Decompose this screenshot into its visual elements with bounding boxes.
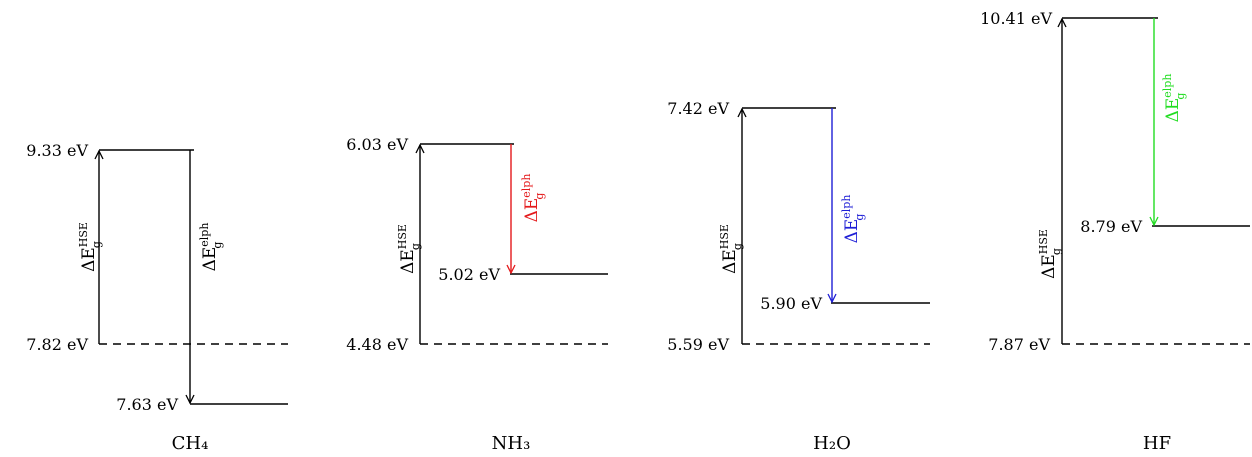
svg-text:ΔEHSEg: ΔEHSEg xyxy=(718,224,744,274)
hf-elph-symbol: ΔEelphg xyxy=(1161,74,1187,123)
panel-hf: 10.41 eV 7.87 eV 8.79 eV ΔEHSEg ΔEelphg … xyxy=(980,9,1250,454)
h2o-elph-sup: elph xyxy=(840,195,853,219)
h2o-molecule-label: H₂O xyxy=(813,433,851,454)
ch4-top-label: 9.33 eV xyxy=(26,141,88,160)
panel-ch4: 9.33 eV 7.82 eV 7.63 eV ΔEHSEg ΔEelphg C… xyxy=(26,141,288,454)
ch4-elph-label: 7.63 eV xyxy=(116,395,178,414)
panel-nh3: 6.03 eV 4.48 eV 5.02 eV ΔEHSEg ΔEelphg N… xyxy=(346,135,608,454)
nh3-hse-sup: HSE xyxy=(396,224,409,249)
ch4-hse-sup: HSE xyxy=(77,222,90,247)
svg-text:ΔEelphg: ΔEelphg xyxy=(520,174,546,223)
nh3-elph-sup: elph xyxy=(520,174,533,198)
h2o-hse-delta: ΔE xyxy=(720,249,740,274)
nh3-elph-symbol: ΔEelphg xyxy=(520,174,546,223)
ch4-bottom-label: 7.82 eV xyxy=(26,335,88,354)
hf-bottom-label: 7.87 eV xyxy=(988,335,1050,354)
h2o-elph-sub: g xyxy=(853,214,866,221)
nh3-bottom-label: 4.48 eV xyxy=(346,335,408,354)
ch4-hse-delta: ΔE xyxy=(79,247,99,272)
hf-hse-symbol: ΔEHSEg xyxy=(1037,229,1063,279)
h2o-hse-sup: HSE xyxy=(718,224,731,249)
hf-hse-sup: HSE xyxy=(1037,229,1050,254)
svg-text:ΔEelphg: ΔEelphg xyxy=(198,223,224,272)
hf-top-label: 10.41 eV xyxy=(980,9,1052,28)
svg-text:ΔEelphg: ΔEelphg xyxy=(840,195,866,244)
h2o-top-label: 7.42 eV xyxy=(667,99,729,118)
nh3-elph-sub: g xyxy=(533,193,546,200)
h2o-hse-sub: g xyxy=(731,243,744,250)
hf-hse-delta: ΔE xyxy=(1039,254,1059,279)
ch4-elph-delta: ΔE xyxy=(200,247,220,272)
hf-elph-label: 8.79 eV xyxy=(1080,217,1142,236)
ch4-elph-symbol: ΔEelphg xyxy=(198,223,224,272)
ch4-hse-symbol: ΔEHSEg xyxy=(77,222,103,272)
hf-hse-sub: g xyxy=(1050,248,1063,255)
h2o-elph-symbol: ΔEelphg xyxy=(840,195,866,244)
nh3-elph-label: 5.02 eV xyxy=(438,265,500,284)
panel-h2o: 7.42 eV 5.59 eV 5.90 eV ΔEHSEg ΔEelphg H… xyxy=(667,99,930,454)
h2o-hse-symbol: ΔEHSEg xyxy=(718,224,744,274)
hf-molecule-label: HF xyxy=(1143,433,1171,454)
ch4-elph-sub: g xyxy=(211,242,224,249)
h2o-elph-delta: ΔE xyxy=(842,219,862,244)
ch4-hse-sub: g xyxy=(90,241,103,248)
svg-text:ΔEHSEg: ΔEHSEg xyxy=(396,224,422,274)
h2o-bottom-label: 5.59 eV xyxy=(667,335,729,354)
ch4-elph-sup: elph xyxy=(198,223,211,247)
nh3-molecule-label: NH₃ xyxy=(492,433,531,454)
svg-text:ΔEHSEg: ΔEHSEg xyxy=(77,222,103,272)
nh3-hse-symbol: ΔEHSEg xyxy=(396,224,422,274)
ch4-molecule-label: CH₄ xyxy=(172,433,209,454)
nh3-hse-delta: ΔE xyxy=(398,249,418,274)
hf-elph-delta: ΔE xyxy=(1163,98,1183,123)
hf-elph-sup: elph xyxy=(1161,74,1174,98)
hf-elph-sub: g xyxy=(1174,93,1187,100)
nh3-hse-sub: g xyxy=(409,243,422,250)
svg-text:ΔEHSEg: ΔEHSEg xyxy=(1037,229,1063,279)
nh3-elph-delta: ΔE xyxy=(522,198,542,223)
h2o-elph-label: 5.90 eV xyxy=(760,294,822,313)
nh3-top-label: 6.03 eV xyxy=(346,135,408,154)
svg-text:ΔEelphg: ΔEelphg xyxy=(1161,74,1187,123)
